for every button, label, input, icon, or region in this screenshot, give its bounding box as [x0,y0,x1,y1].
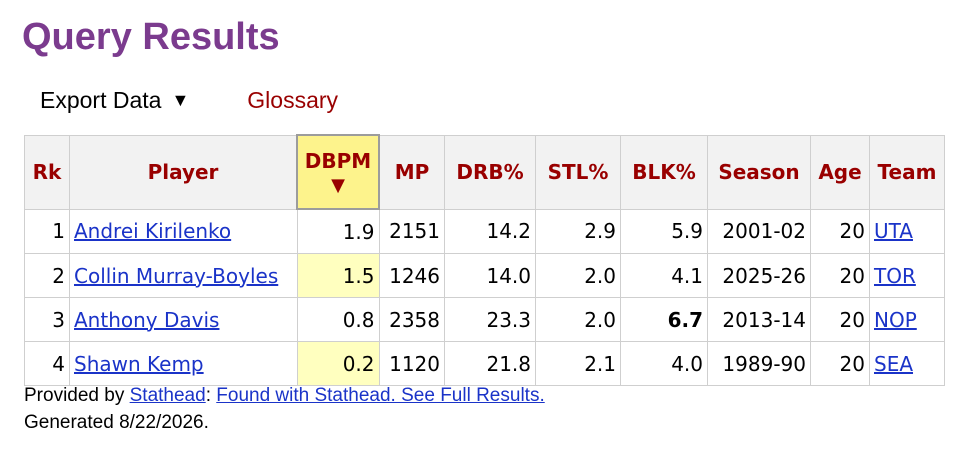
column-header-player[interactable]: Player [69,134,298,210]
table-row: 3 Anthony Davis 0.8 2358 23.3 2.0 6.7 20… [24,297,945,342]
age-cell: 20 [810,341,870,386]
player-cell: Anthony Davis [69,297,298,342]
stl-pct-cell: 2.1 [535,341,621,386]
season-cell: 1989-90 [707,341,811,386]
mp-cell: 1120 [378,341,445,386]
column-header-mp[interactable]: MP [378,134,445,210]
column-header-blk-pct[interactable]: BLK% [620,134,708,210]
table-row: 2 Collin Murray-Boyles 1.5 1246 14.0 2.0… [24,253,945,298]
dbpm-cell: 0.2 [296,341,380,386]
footer: Provided by Stathead: Found with Stathea… [24,382,545,436]
player-cell: Collin Murray-Boyles [69,253,298,298]
column-header-age[interactable]: Age [810,134,870,210]
team-cell: NOP [869,297,945,342]
column-header-season[interactable]: Season [707,134,811,210]
column-header-dbpm[interactable]: DBPM ▼ [296,134,380,210]
export-data-label: Export Data [40,86,162,113]
drb-pct-cell: 21.8 [444,341,536,386]
column-header-rk[interactable]: Rk [24,134,70,210]
team-link[interactable]: TOR [874,263,916,288]
team-cell: SEA [869,341,945,386]
blk-pct-cell: 4.1 [620,253,708,298]
stl-pct-cell: 2.0 [535,297,621,342]
age-cell: 20 [810,297,870,342]
rank-cell: 1 [24,208,70,254]
player-link[interactable]: Collin Murray-Boyles [74,263,279,288]
provided-by-line: Provided by Stathead: Found with Stathea… [24,382,545,409]
column-header-dbpm-label: DBPM [304,149,372,173]
table-header-row: Rk Player DBPM ▼ MP DRB% STL% BLK% Seaso… [24,134,945,210]
provided-by-colon: : [205,385,211,406]
drb-pct-cell: 14.0 [444,253,536,298]
rank-cell: 3 [24,297,70,342]
provided-by-text: Provided by [24,385,125,406]
player-cell: Shawn Kemp [69,341,298,386]
results-table: Rk Player DBPM ▼ MP DRB% STL% BLK% Seaso… [24,134,945,386]
stl-pct-cell: 2.9 [535,208,621,254]
column-header-stl-pct[interactable]: STL% [535,134,621,210]
blk-pct-cell: 6.7 [620,297,708,342]
season-cell: 2001-02 [707,208,811,254]
sort-descending-icon: ▼ [331,175,345,196]
team-link[interactable]: NOP [874,307,917,332]
team-link[interactable]: SEA [874,351,914,376]
blk-pct-cell: 4.0 [620,341,708,386]
caret-down-icon: ▼ [171,89,190,110]
table-row: 4 Shawn Kemp 0.2 1120 21.8 2.1 4.0 1989-… [24,341,945,386]
stl-pct-cell: 2.0 [535,253,621,298]
column-header-team[interactable]: Team [869,134,945,210]
team-cell: UTA [869,208,945,254]
age-cell: 20 [810,253,870,298]
export-data-button[interactable]: Export Data ▼ [40,87,189,114]
player-link[interactable]: Shawn Kemp [74,351,204,376]
rank-cell: 4 [24,341,70,386]
team-cell: TOR [869,253,945,298]
glossary-link[interactable]: Glossary [247,86,339,113]
full-results-link[interactable]: Found with Stathead. See Full Results. [216,385,545,406]
rank-cell: 2 [24,253,70,298]
dbpm-cell: 1.5 [296,253,380,298]
page-title: Query Results [22,16,280,58]
column-header-drb-pct[interactable]: DRB% [444,134,536,210]
mp-cell: 2151 [378,208,445,254]
team-link[interactable]: UTA [874,219,913,244]
mp-cell: 1246 [378,253,445,298]
age-cell: 20 [810,208,870,254]
drb-pct-cell: 23.3 [444,297,536,342]
player-link[interactable]: Andrei Kirilenko [74,219,232,244]
season-cell: 2013-14 [707,297,811,342]
season-cell: 2025-26 [707,253,811,298]
player-cell: Andrei Kirilenko [69,208,298,254]
toolbar: Export Data ▼ Glossary [40,84,338,116]
mp-cell: 2358 [378,297,445,342]
player-link[interactable]: Anthony Davis [74,307,220,332]
dbpm-cell: 1.9 [296,208,380,254]
stathead-link[interactable]: Stathead [129,385,206,406]
drb-pct-cell: 14.2 [444,208,536,254]
table-row: 1 Andrei Kirilenko 1.9 2151 14.2 2.9 5.9… [24,208,945,254]
generated-date: Generated 8/22/2026. [24,412,209,433]
blk-pct-cell: 5.9 [620,208,708,254]
dbpm-cell: 0.8 [296,297,380,342]
